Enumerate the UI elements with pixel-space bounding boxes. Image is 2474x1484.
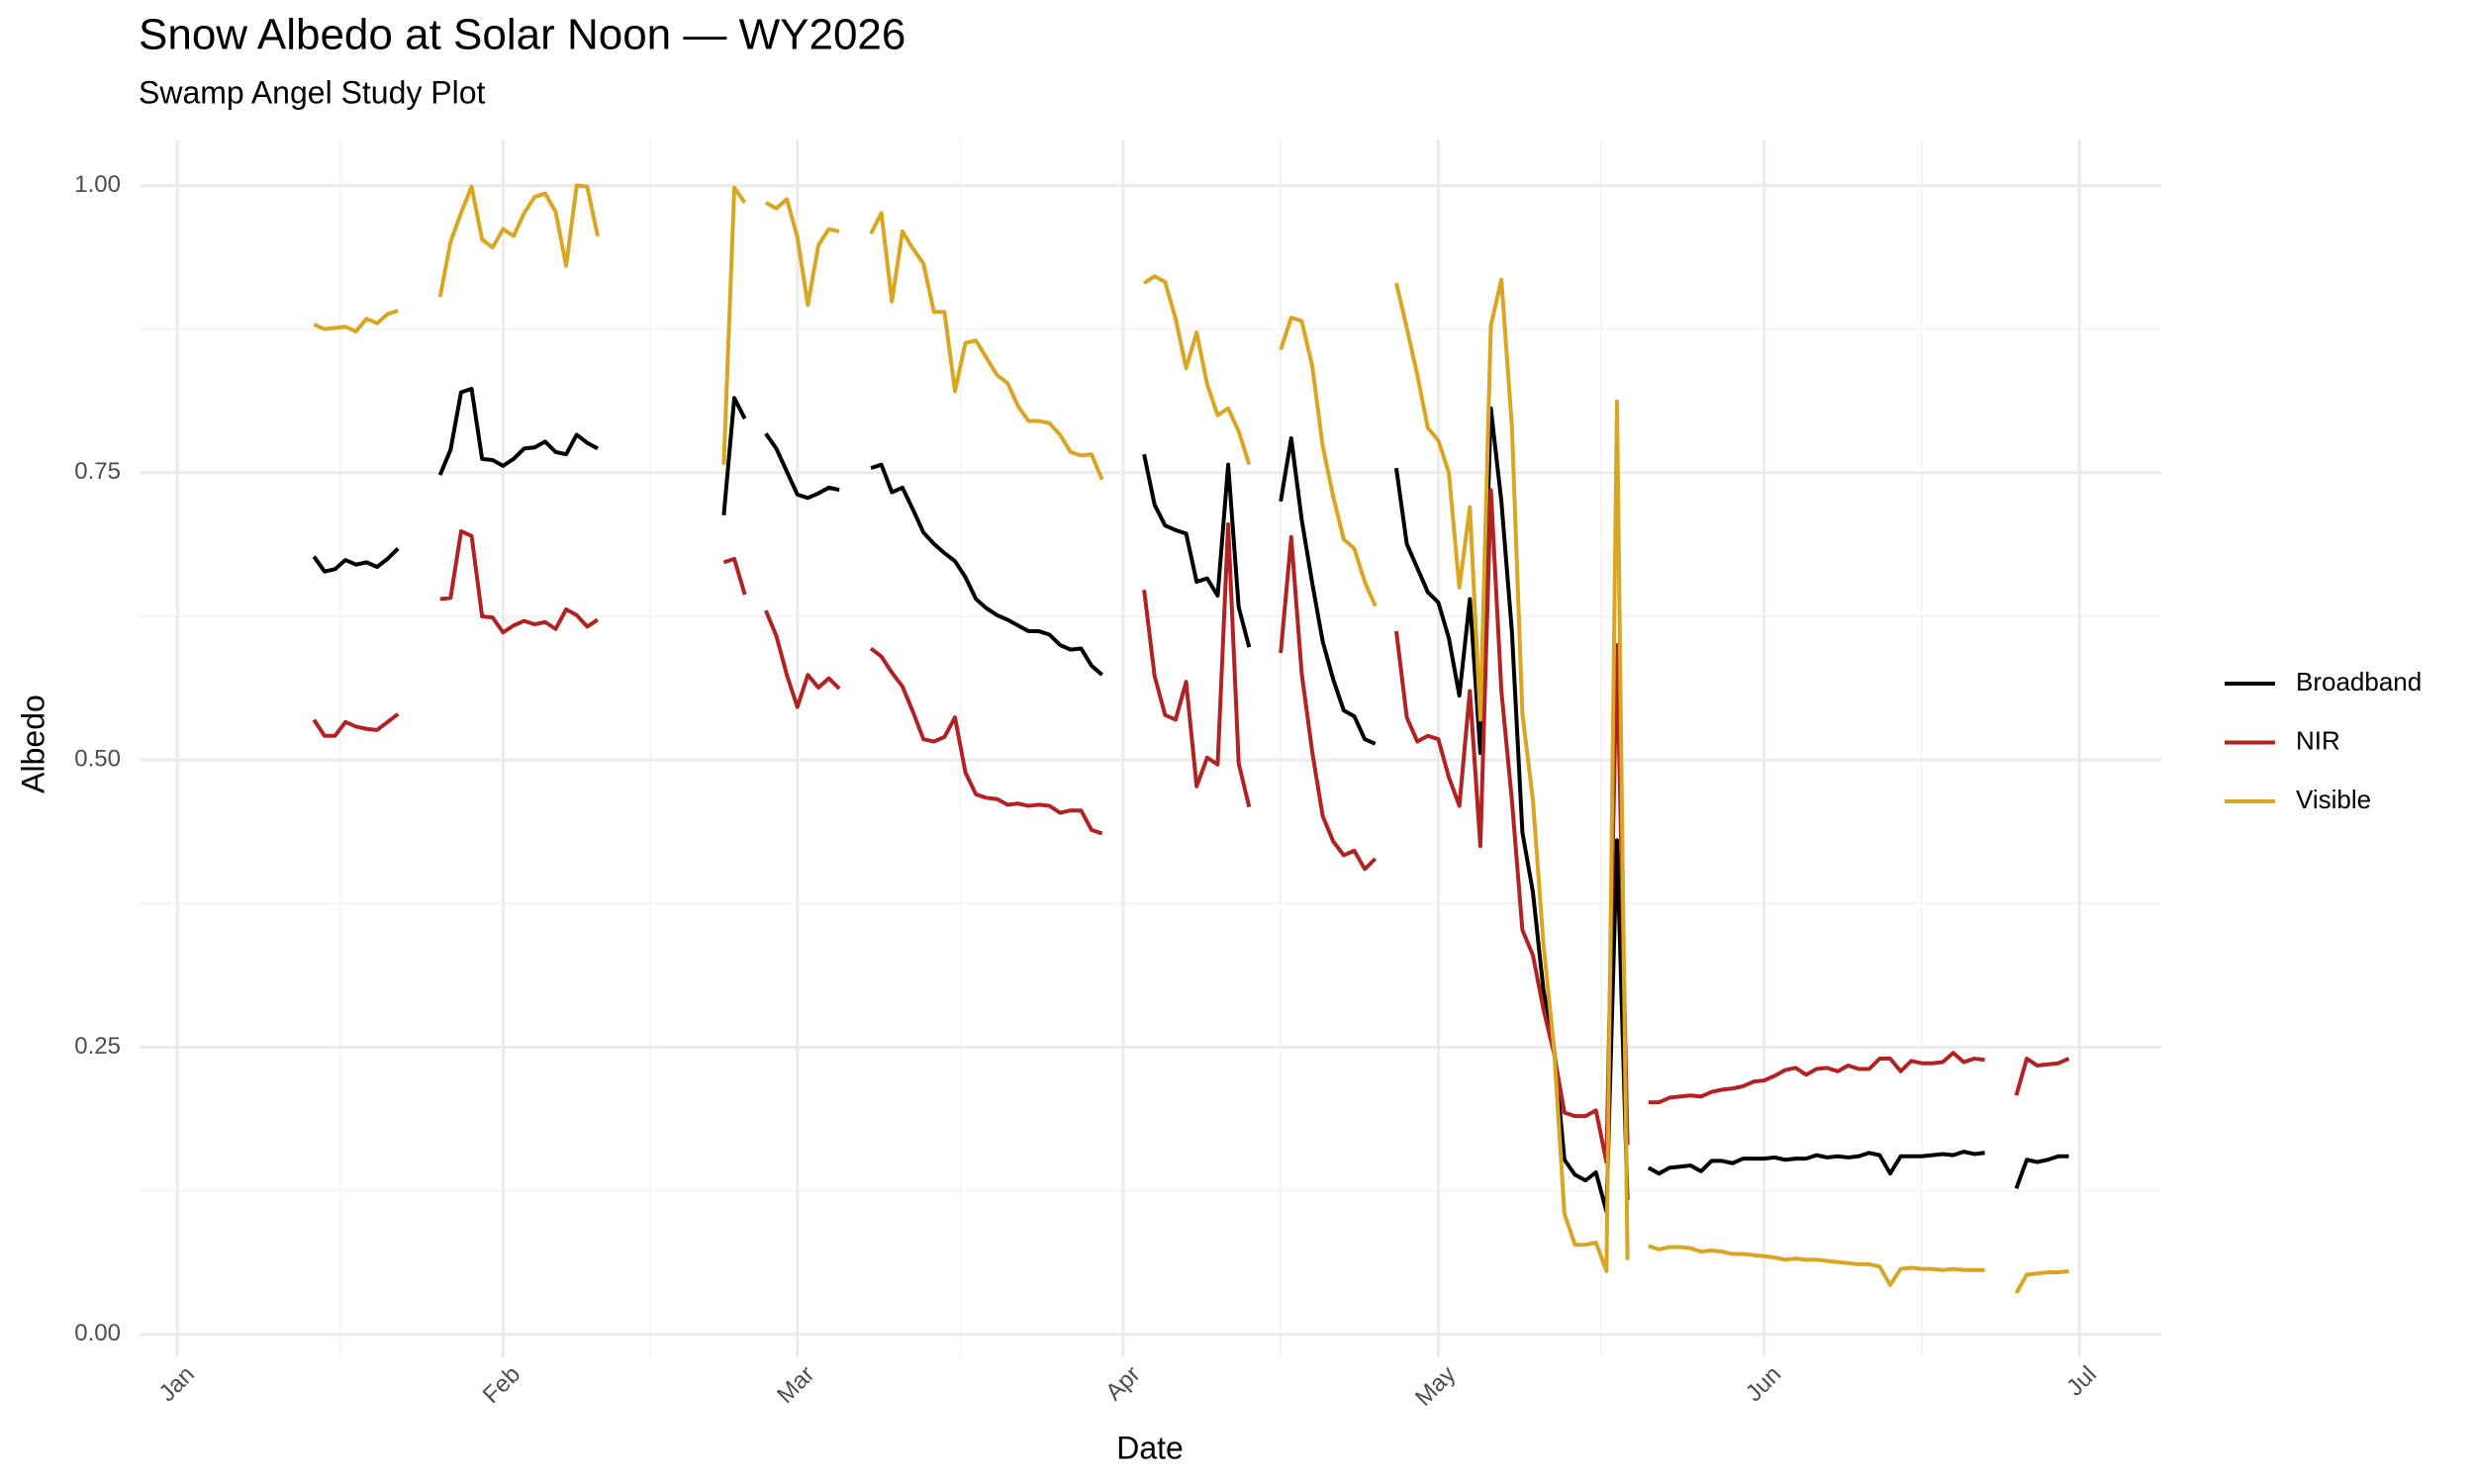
y-tick-label: 0.00	[74, 1320, 121, 1346]
x-tick-label: Jun	[1741, 1361, 1786, 1407]
y-tick-label: 0.25	[74, 1033, 121, 1060]
series-line	[312, 488, 2070, 1164]
y-tick-label: 0.50	[74, 745, 121, 772]
chart-title: Snow Albedo at Solar Noon — WY2026	[139, 11, 905, 59]
series-line	[313, 183, 2069, 1294]
x-tick-label: Apr	[1100, 1361, 1146, 1407]
x-axis-title: Date	[1116, 1430, 1184, 1465]
y-tick-label: 1.00	[74, 171, 121, 198]
series-line	[312, 387, 2069, 1214]
x-tick-label: May	[1410, 1361, 1461, 1412]
x-tick-label: Jan	[153, 1361, 199, 1407]
legend-label: NIR	[2296, 725, 2340, 755]
x-tick-label: Mar	[772, 1361, 819, 1409]
chart-subtitle: Swamp Angel Study Plot	[139, 74, 486, 110]
y-tick-label: 0.75	[74, 458, 121, 485]
y-axis-title: Albedo	[15, 695, 50, 793]
legend-label: Visible	[2296, 785, 2371, 814]
x-tick-label: Feb	[478, 1361, 525, 1409]
legend-label: Broadband	[2296, 667, 2422, 696]
x-tick-label: Jul	[2061, 1361, 2102, 1402]
